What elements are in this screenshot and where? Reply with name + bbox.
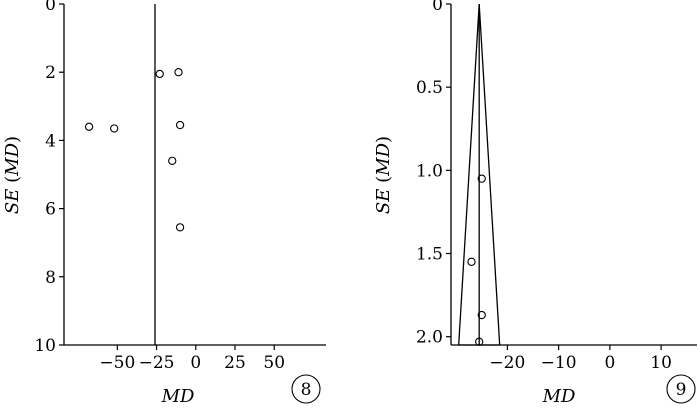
panel-9-y-tick-label: 1.5	[416, 245, 443, 265]
panel-8-data-point	[175, 120, 185, 130]
panel-8-x-tick-label: 0	[190, 353, 201, 373]
panel-8-y-ticks: 0 2 4 6 8 10	[34, 0, 64, 356]
panel-8-y-tick-label: 2	[45, 63, 56, 83]
panel-8-data-point	[84, 122, 94, 131]
panel-9-x-tick-label: 10	[650, 353, 672, 373]
panel-8-number-circle	[291, 374, 321, 404]
panel-8-x-axis-title: MD	[161, 386, 195, 407]
panel-8-x-tick-label: 50	[263, 353, 285, 373]
panel-9-number: 9	[676, 380, 687, 400]
panel-8-y-axis-title: SE (MD)	[2, 136, 23, 214]
panel-8-data-point	[175, 223, 185, 232]
panel-8-data-point	[168, 156, 177, 166]
panel-9-y-ticks: 0 0.5 1.0 1.5 2.0	[416, 0, 451, 348]
panel-9-x-axis-title: MD	[542, 386, 576, 407]
panel-8: 0 2 4 6 8 10 −50 −25 0 25 50 MD SE (MD) 8	[2, 0, 326, 407]
panel-9-y-tick-label: 0.5	[416, 78, 443, 98]
panel-8-y-tick-label: 4	[45, 131, 56, 151]
panel-8-y-tick-label: 0	[45, 0, 56, 15]
panel-8-number: 8	[301, 380, 312, 400]
panel-9: 00.51.01.52.0 −20−1001020 MD SE (MD) 9	[373, 0, 697, 407]
panel-8-y-tick-label: 8	[45, 268, 56, 288]
panel-9-number-circle	[666, 374, 696, 404]
panel-8-y-tick-label: 6	[45, 200, 56, 220]
panel-9-y-tick-label: 1.0	[416, 161, 443, 181]
panel-9-y-axis-title: SE (MD)	[373, 136, 394, 214]
panel-9-data-point	[477, 174, 486, 183]
panel-9-data-point	[477, 310, 486, 320]
panel-9-x-tick-label: 0	[604, 353, 615, 373]
panel-8-x-tick-label: −50	[99, 353, 135, 373]
panel-8-x-tick-label: −25	[139, 353, 175, 373]
panel-9-x-ticks: −20−1001020	[489, 345, 672, 373]
panel-9-x-tick-label: −20	[489, 353, 525, 373]
panel-8-data-point	[155, 69, 164, 79]
panel-8-points	[84, 68, 185, 232]
panel-9-points	[467, 174, 486, 346]
panel-9-x-tick-label: −10	[541, 353, 577, 373]
panel-8-x-tick-label: 25	[224, 353, 246, 373]
panel-8-data-point	[174, 68, 183, 77]
panel-9-data-point	[467, 257, 476, 266]
panel-9-data-point	[475, 337, 484, 346]
panel-9-y-tick-label: 2.0	[416, 328, 443, 348]
panel-9-y-tick-label: 0	[432, 0, 443, 15]
panel-8-data-point	[110, 124, 119, 133]
panel-8-x-ticks: −50 −25 0 25 50	[99, 345, 285, 373]
panel-8-y-tick-label: 10	[34, 336, 56, 356]
